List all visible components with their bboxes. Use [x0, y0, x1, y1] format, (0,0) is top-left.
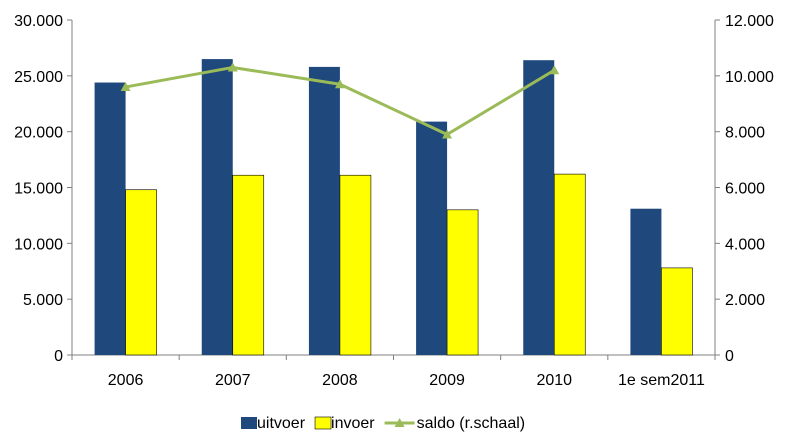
marker-saldo [227, 62, 238, 72]
legend-marker [394, 418, 405, 427]
legend-swatch [314, 416, 332, 430]
legend-label: uitvoer [257, 415, 306, 432]
right-tick-label: 6.000 [725, 181, 765, 198]
bar-invoer [446, 209, 479, 356]
right-tick-label: 12.000 [725, 13, 774, 30]
bar-invoer [553, 173, 586, 356]
right-tick-label: 8.000 [725, 125, 765, 142]
plot-area: 0 5.000 10.000 15.000 20.000 25.000 30.000 0 2.0… [14, 13, 774, 389]
bar-uitvoer [308, 66, 340, 356]
bar-invoer [125, 189, 157, 356]
bar-invoer [232, 174, 265, 356]
left-tick-label: 20.000 [14, 125, 63, 142]
x-tick-label: 2008 [322, 372, 358, 389]
left-tick-label: 5.000 [23, 292, 63, 309]
bar-uitvoer [523, 60, 555, 355]
bar-uitvoer [416, 121, 448, 355]
x-tick-label: 1e sem2011 [618, 372, 705, 389]
x-tick-label: 2007 [215, 372, 251, 389]
left-tick-label: 15.000 [14, 181, 63, 198]
left-tick-label: 0 [54, 348, 63, 365]
left-tick-label: 10.000 [14, 236, 63, 253]
legend-label: saldo (r.schaal) [417, 415, 526, 432]
bar-uitvoer [201, 59, 233, 355]
x-tick-label: 2006 [108, 372, 144, 389]
bar-invoer [339, 174, 372, 356]
bar-invoer [661, 267, 693, 356]
marker-saldo [120, 82, 131, 91]
legend-label: invoer [331, 415, 375, 432]
bar-uitvoer [94, 82, 126, 356]
right-tick-label: 10.000 [725, 69, 774, 86]
legend: uitvoer invoer saldo (r.schaal) [241, 415, 525, 432]
left-tick-label: 25.000 [14, 69, 63, 86]
x-tick-label: 2009 [429, 372, 465, 389]
marker-saldo [442, 129, 453, 139]
left-tick-label: 30.000 [14, 13, 63, 30]
marker-saldo [549, 65, 560, 75]
x-tick-label: 2010 [536, 372, 572, 389]
right-tick-label: 2.000 [725, 292, 765, 309]
bar-uitvoer [630, 208, 662, 355]
marker-saldo [334, 79, 345, 89]
right-tick-label: 4.000 [725, 236, 765, 253]
legend-swatch [241, 417, 257, 429]
right-tick-label: 0 [725, 348, 734, 365]
